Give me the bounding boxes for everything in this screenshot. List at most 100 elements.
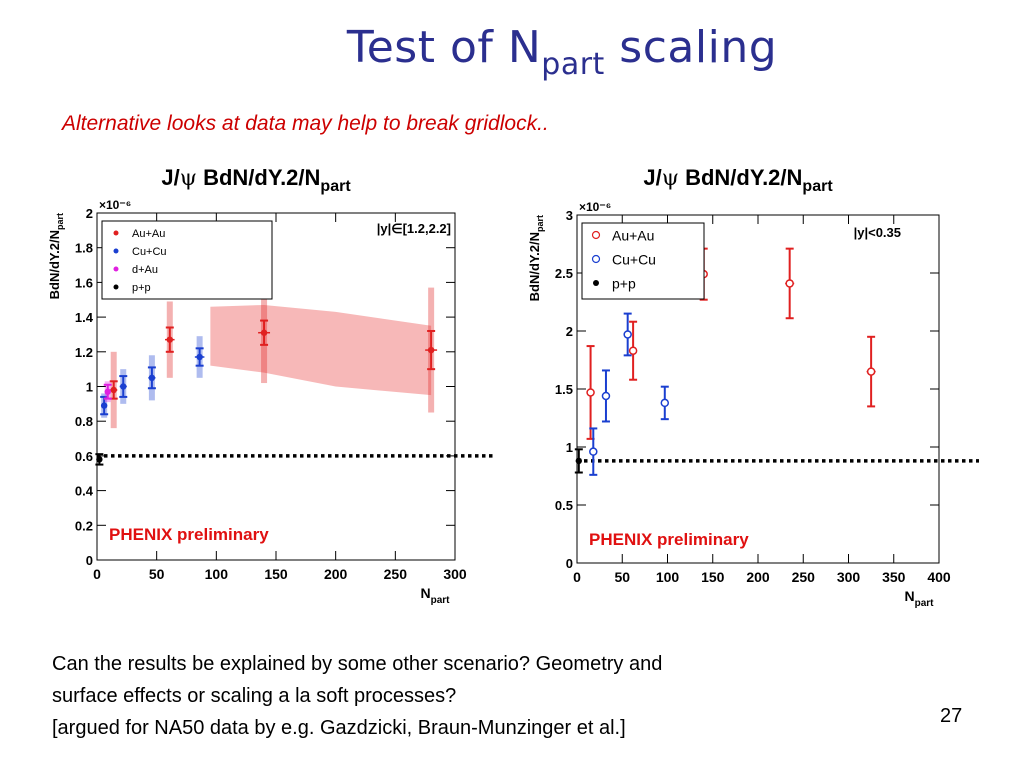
data-point — [104, 388, 111, 395]
data-point — [196, 353, 203, 361]
data-point — [623, 330, 632, 339]
x-tick-label: 50 — [149, 566, 165, 582]
data-point — [575, 457, 583, 465]
series-p-p — [574, 448, 583, 474]
data-point — [785, 279, 794, 288]
series-d-au — [103, 381, 112, 403]
y-tick-label: 1.8 — [75, 241, 93, 256]
model-band — [210, 304, 432, 396]
x-tick-label: 300 — [443, 566, 467, 582]
x-tick-label: 200 — [324, 566, 348, 582]
legend-marker — [113, 248, 119, 254]
y-tick-label: 2 — [86, 206, 93, 221]
x-tick-label: 200 — [746, 569, 770, 585]
x-tick-label: 350 — [882, 569, 906, 585]
y-multiplier-label: ×10⁻⁶ — [99, 198, 131, 212]
x-tick-label: 100 — [656, 569, 680, 585]
x-tick-label: 0 — [93, 566, 101, 582]
chart-title: J/ψ BdN/dY.2/Npart — [161, 165, 351, 195]
data-point — [110, 386, 117, 394]
bottom-line-2: surface effects or scaling a la soft pro… — [52, 685, 457, 707]
x-tick-label: 400 — [927, 569, 951, 585]
data-point — [120, 383, 127, 390]
data-point — [628, 346, 638, 355]
y-tick-label: 1.4 — [75, 310, 94, 325]
legend-marker — [113, 266, 119, 272]
legend-box — [101, 220, 273, 300]
series-p-p — [95, 453, 104, 466]
bottom-line-3: [argued for NA50 data by e.g. Gazdzicki,… — [52, 717, 626, 739]
y-tick-label: 1 — [566, 440, 573, 455]
legend-marker — [591, 230, 601, 240]
slide-title: Test of Npart scaling — [0, 22, 1024, 82]
phenix-preliminary-label: PHENIX preliminary — [589, 530, 749, 549]
legend-box — [581, 222, 705, 300]
legend-label: Au+Au — [132, 228, 165, 240]
series-cu-cu — [589, 312, 670, 476]
y-tick-label: 2.5 — [555, 266, 573, 281]
y-tick-label: 2 — [566, 324, 573, 339]
x-tick-label: 100 — [205, 566, 229, 582]
data-point — [96, 456, 103, 463]
chart-forward-rapidity: J/ψ BdN/dY.2/Npart 0 50 100 150 200 250 300 0 0.2… — [40, 155, 495, 606]
y-tick-label: 3 — [566, 208, 573, 223]
y-tick-label: 1.2 — [75, 345, 93, 360]
phenix-preliminary-label: PHENIX preliminary — [109, 525, 269, 544]
slide-title-main: Test of N — [346, 22, 542, 73]
page-number: 27 — [940, 705, 963, 727]
data-point — [866, 367, 876, 376]
chart-mid-rapidity: J/ψ BdN/dY.2/Npart 0 50 100 150 200 250 300 350 4… — [525, 155, 979, 609]
chart-mid-rapidity-svg: J/ψ BdN/dY.2/Npart 0 50 100 150 200 250 300 350 4… — [527, 165, 979, 609]
data-point — [427, 346, 435, 354]
data-point — [260, 329, 268, 336]
y-tick-label: 0.6 — [75, 449, 93, 464]
y-tick-label: 1.5 — [555, 382, 573, 397]
chart-forward-rapidity-svg: J/ψ BdN/dY.2/Npart 0 50 100 150 200 250 300 0 0.2… — [47, 165, 495, 606]
slide-subtitle: Alternative looks at data may help to br… — [62, 112, 549, 135]
y-tick-label: 0.4 — [75, 484, 94, 499]
x-tick-label: 250 — [384, 566, 408, 582]
data-point — [589, 447, 598, 456]
y-tick-label: 0.8 — [75, 414, 93, 429]
data-point — [660, 398, 670, 408]
chart-title: J/ψ BdN/dY.2/Npart — [643, 165, 833, 195]
legend-label: Au+Au — [612, 227, 654, 243]
bottom-text: Can the results be explained by some oth… — [52, 648, 662, 744]
x-tick-label: 150 — [264, 566, 288, 582]
legend-label: p+p — [132, 282, 151, 294]
legend-label: p+p — [612, 275, 636, 291]
y-tick-label: 0 — [566, 556, 573, 571]
legend-marker — [113, 284, 119, 290]
data-point — [586, 388, 595, 397]
data-point — [601, 391, 611, 401]
y-tick-label: 1 — [86, 380, 93, 395]
x-axis-label: Npart — [904, 588, 934, 609]
x-tick-label: 300 — [837, 569, 861, 585]
data-point — [166, 336, 173, 343]
x-tick-label: 50 — [614, 569, 630, 585]
slide-title-end: scaling — [604, 22, 778, 73]
y-tick-label: 0.5 — [555, 498, 573, 513]
data-point — [100, 402, 108, 409]
legend-marker — [591, 254, 601, 264]
x-tick-label: 0 — [573, 569, 581, 585]
y-tick-label: 0.2 — [75, 518, 93, 533]
series-cu-cu — [100, 336, 205, 418]
y-axis-label: BdN/dY.2/Npart — [527, 215, 545, 301]
legend-label: Cu+Cu — [132, 246, 167, 258]
legend-label: d+Au — [132, 264, 158, 276]
x-tick-label: 150 — [701, 569, 725, 585]
bottom-line-1: Can the results be explained by some oth… — [52, 653, 663, 675]
legend-marker — [593, 280, 599, 286]
y-tick-label: 1.6 — [75, 275, 93, 290]
y-tick-label: 0 — [86, 553, 93, 568]
x-tick-label: 250 — [792, 569, 816, 585]
rapidity-label: |y|∈[1.2,2.2] — [377, 221, 451, 236]
y-axis-label: BdN/dY.2/Npart — [47, 213, 65, 299]
data-point — [148, 374, 156, 382]
legend-marker — [113, 230, 119, 236]
legend-label: Cu+Cu — [612, 251, 656, 267]
y-multiplier-label: ×10⁻⁶ — [579, 200, 611, 214]
slide-title-subscript: part — [541, 47, 605, 82]
x-axis-label: Npart — [420, 585, 450, 606]
